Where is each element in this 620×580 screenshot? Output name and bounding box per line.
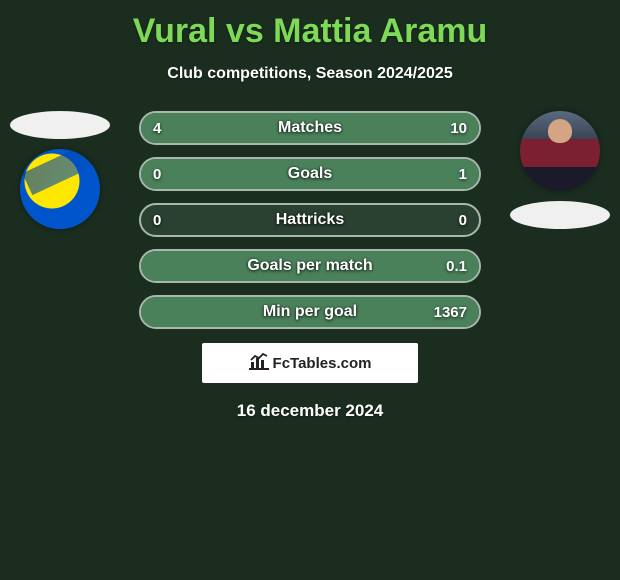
- comparison-subtitle: Club competitions, Season 2024/2025: [0, 65, 620, 83]
- brand-text: FcTables.com: [273, 355, 372, 372]
- stat-row-matches: 4 Matches 10: [139, 111, 481, 145]
- player2-column: [500, 111, 620, 229]
- brand-box: FcTables.com: [202, 343, 418, 383]
- player2-photo: [520, 111, 600, 191]
- comparison-content: 4 Matches 10 0 Goals 1 0 Hattricks 0 Goa…: [0, 111, 620, 421]
- stat-right-value: 0: [459, 212, 467, 229]
- stat-label: Goals: [141, 165, 479, 183]
- chart-icon: [249, 352, 269, 375]
- stat-right-value: 1367: [434, 304, 467, 321]
- stat-row-goals: 0 Goals 1: [139, 157, 481, 191]
- player1-name-placeholder: [10, 111, 110, 139]
- stat-label: Matches: [141, 119, 479, 137]
- stat-label: Hattricks: [141, 211, 479, 229]
- player1-club-badge: [20, 149, 100, 229]
- player1-column: [0, 111, 120, 229]
- stat-row-min-per-goal: Min per goal 1367: [139, 295, 481, 329]
- comparison-title: Vural vs Mattia Aramu: [0, 0, 620, 51]
- player2-name-placeholder: [510, 201, 610, 229]
- stat-right-value: 10: [450, 120, 467, 137]
- stat-right-value: 1: [459, 166, 467, 183]
- comparison-date: 16 december 2024: [0, 401, 620, 421]
- stat-row-hattricks: 0 Hattricks 0: [139, 203, 481, 237]
- stat-right-value: 0.1: [446, 258, 467, 275]
- stat-bars-container: 4 Matches 10 0 Goals 1 0 Hattricks 0 Goa…: [139, 111, 481, 329]
- stat-label: Goals per match: [141, 257, 479, 275]
- stat-label: Min per goal: [141, 303, 479, 321]
- stat-row-goals-per-match: Goals per match 0.1: [139, 249, 481, 283]
